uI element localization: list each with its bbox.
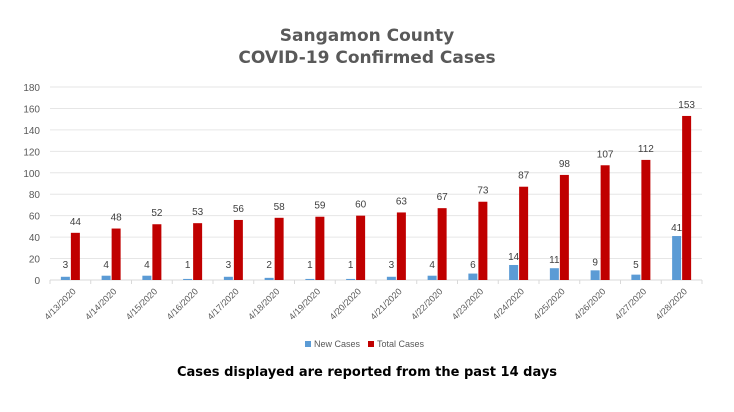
bar-total-cases [437, 208, 447, 280]
y-tick-label: 140 [23, 126, 40, 137]
data-label-new-cases: 1 [348, 260, 354, 271]
data-label-total-cases: 53 [192, 207, 204, 218]
bar-total-cases [641, 159, 651, 280]
data-label-new-cases: 1 [307, 260, 313, 271]
x-tick-label: 4/20/2020 [328, 286, 363, 321]
data-label-total-cases: 107 [597, 149, 614, 160]
data-label-total-cases: 112 [638, 144, 654, 155]
x-tick-label: 4/15/2020 [124, 286, 159, 321]
data-label-new-cases: 9 [592, 257, 598, 268]
data-label-total-cases: 44 [70, 217, 82, 228]
x-tick-label: 4/23/2020 [450, 286, 485, 321]
y-tick-label: 180 [23, 83, 40, 94]
bar-total-cases [682, 115, 692, 280]
x-tick-label: 4/17/2020 [205, 286, 240, 321]
x-tick-label: 4/14/2020 [83, 286, 118, 321]
data-label-new-cases: 1 [185, 260, 191, 271]
data-label-new-cases: 14 [508, 252, 520, 263]
bar-new-cases [346, 278, 356, 280]
bar-new-cases [60, 276, 70, 280]
data-label-total-cases: 153 [678, 100, 695, 111]
bar-new-cases [672, 236, 682, 280]
y-tick-label: 120 [23, 147, 40, 158]
bar-total-cases [478, 201, 488, 280]
bar-total-cases [274, 217, 284, 280]
x-tick-label: 4/25/2020 [531, 286, 566, 321]
legend-label: New Cases [314, 339, 361, 349]
data-label-total-cases: 63 [396, 196, 408, 207]
data-label-new-cases: 6 [470, 260, 476, 271]
bar-new-cases [549, 268, 559, 280]
y-tick-label: 100 [23, 169, 40, 180]
bar-total-cases [356, 215, 366, 280]
bar-total-cases [193, 223, 203, 280]
bar-new-cases [183, 278, 193, 280]
data-label-new-cases: 4 [103, 260, 109, 271]
bar-total-cases [600, 165, 610, 280]
bar-new-cases [142, 275, 152, 280]
data-label-new-cases: 41 [671, 223, 683, 234]
x-tick-label: 4/22/2020 [409, 286, 444, 321]
y-tick-label: 40 [29, 233, 41, 244]
chart-title: Sangamon County [279, 26, 455, 46]
bar-new-cases [223, 276, 233, 280]
y-tick-label: 20 [29, 255, 41, 266]
x-tick-label: 4/21/2020 [368, 286, 403, 321]
y-tick-label: 160 [23, 104, 40, 115]
bar-new-cases [509, 264, 519, 280]
data-label-total-cases: 52 [151, 208, 163, 219]
bar-total-cases [559, 174, 569, 280]
bar-new-cases [386, 276, 396, 280]
y-tick-label: 60 [29, 212, 41, 223]
legend-label: Total Cases [377, 339, 425, 349]
data-label-new-cases: 11 [549, 255, 560, 266]
legend-swatch [305, 341, 311, 347]
data-label-new-cases: 4 [429, 260, 435, 271]
bar-new-cases [468, 273, 478, 280]
bar-new-cases [305, 278, 315, 280]
x-tick-label: 4/26/2020 [572, 286, 607, 321]
data-label-total-cases: 60 [355, 200, 367, 211]
bar-new-cases [590, 270, 600, 280]
data-label-total-cases: 48 [111, 213, 123, 224]
data-label-new-cases: 3 [63, 260, 69, 271]
bar-total-cases [111, 228, 121, 280]
data-label-total-cases: 67 [437, 192, 449, 203]
bar-total-cases [396, 212, 406, 280]
x-tick-label: 4/27/2020 [613, 286, 648, 321]
x-tick-label: 4/28/2020 [654, 286, 689, 321]
y-tick-label: 80 [29, 190, 41, 201]
bar-new-cases [631, 274, 641, 280]
data-label-total-cases: 98 [559, 159, 571, 170]
x-tick-label: 4/16/2020 [165, 286, 200, 321]
chart-subtitle: COVID-19 Confirmed Cases [238, 48, 496, 68]
bar-total-cases [233, 219, 243, 280]
data-label-new-cases: 3 [226, 260, 232, 271]
data-label-total-cases: 58 [274, 202, 286, 213]
x-tick-label: 4/19/2020 [287, 286, 322, 321]
data-label-new-cases: 5 [633, 260, 639, 271]
data-label-total-cases: 56 [233, 204, 245, 215]
data-label-new-cases: 4 [144, 260, 150, 271]
chart-footnote: Cases displayed are reported from the pa… [176, 365, 558, 380]
bar-new-cases [427, 275, 437, 280]
data-label-new-cases: 2 [266, 260, 272, 271]
data-label-total-cases: 73 [477, 186, 489, 197]
legend-swatch [368, 341, 374, 347]
data-label-total-cases: 87 [518, 171, 530, 182]
x-tick-label: 4/18/2020 [246, 286, 281, 321]
x-tick-label: 4/13/2020 [42, 286, 77, 321]
bar-total-cases [70, 232, 80, 280]
bar-new-cases [101, 275, 111, 280]
bar-total-cases [519, 186, 529, 280]
x-tick-label: 4/24/2020 [491, 286, 526, 321]
bar-total-cases [152, 224, 162, 280]
bar-total-cases [315, 216, 325, 280]
y-tick-label: 0 [34, 276, 40, 287]
data-label-total-cases: 59 [314, 201, 326, 212]
bar-new-cases [264, 277, 274, 280]
data-label-new-cases: 3 [389, 260, 395, 271]
